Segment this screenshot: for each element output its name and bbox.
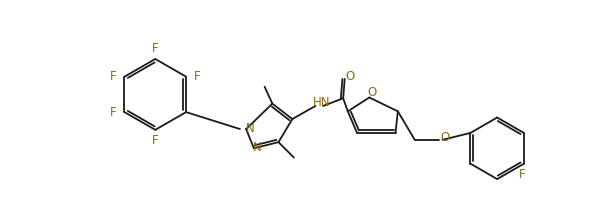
Text: F: F: [110, 70, 116, 83]
Text: HN: HN: [313, 96, 330, 109]
Text: N: N: [246, 122, 254, 135]
Text: F: F: [110, 106, 116, 119]
Text: F: F: [152, 134, 158, 147]
Text: F: F: [194, 70, 201, 83]
Text: N: N: [254, 141, 262, 154]
Text: F: F: [519, 168, 526, 181]
Text: O: O: [440, 131, 449, 144]
Text: F: F: [152, 42, 158, 55]
Text: O: O: [368, 86, 377, 99]
Text: O: O: [346, 70, 355, 83]
